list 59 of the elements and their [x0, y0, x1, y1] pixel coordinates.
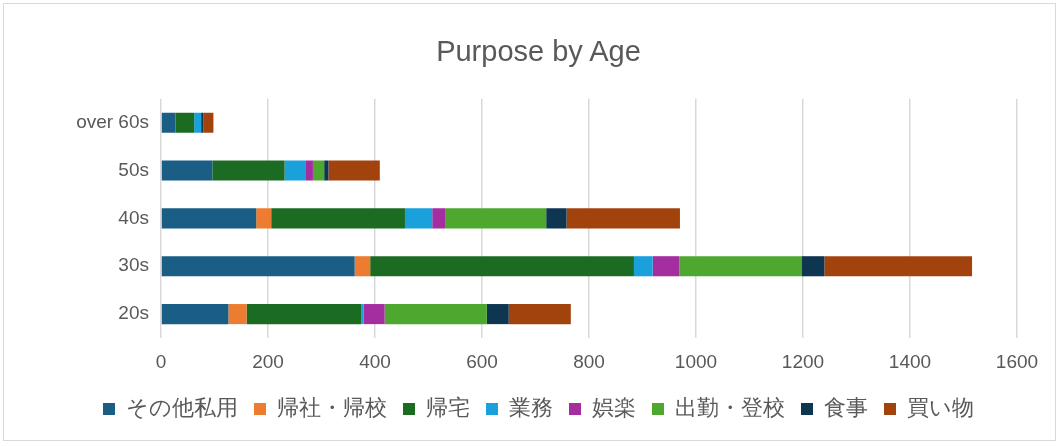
- bar: [201, 112, 204, 133]
- bar: [363, 304, 385, 325]
- x-tick-label: 800: [573, 350, 605, 372]
- bar: [175, 112, 195, 133]
- legend-label: 業務: [509, 395, 553, 421]
- bar: [508, 304, 571, 325]
- legend-label: 買い物: [907, 395, 974, 421]
- bar: [161, 112, 176, 133]
- bar: [161, 256, 355, 277]
- bar: [679, 256, 802, 277]
- x-tick-label: 1200: [781, 350, 825, 372]
- bar: [370, 256, 634, 277]
- x-tick-label: 1000: [674, 350, 718, 372]
- bar: [801, 256, 825, 277]
- bar: [271, 208, 405, 229]
- bar: [203, 112, 214, 133]
- bar: [445, 208, 547, 229]
- bar: [324, 160, 329, 181]
- bar: [212, 160, 285, 181]
- bar: [256, 208, 272, 229]
- bar: [361, 304, 364, 325]
- legend-label: 出勤・登校: [675, 395, 785, 421]
- bar: [633, 256, 653, 277]
- bar: [354, 256, 371, 277]
- bar: [228, 304, 247, 325]
- legend-label: その他私用: [126, 395, 238, 421]
- y-tick-label: 40s: [118, 206, 149, 228]
- bar: [824, 256, 973, 277]
- bar: [384, 304, 487, 325]
- bar: [312, 160, 325, 181]
- x-tick-label: 1400: [888, 350, 932, 372]
- legend-label: 食事: [824, 395, 868, 421]
- bar: [404, 208, 433, 229]
- bar: [161, 160, 213, 181]
- bar: [305, 160, 313, 181]
- x-tick-label: 0: [155, 350, 167, 372]
- bar: [328, 160, 380, 181]
- bar: [246, 304, 362, 325]
- x-tick-label: 1600: [995, 350, 1039, 372]
- bar: [546, 208, 567, 229]
- y-tick-label: 50s: [118, 158, 149, 180]
- bar: [432, 208, 446, 229]
- y-tick-label: 20s: [118, 302, 149, 324]
- bar: [161, 208, 257, 229]
- bar: [194, 112, 202, 133]
- legend-label: 帰宅: [426, 395, 470, 421]
- y-tick-label: over 60s: [76, 110, 149, 132]
- bar: [566, 208, 680, 229]
- legend-label: 帰社・帰校: [277, 395, 387, 421]
- bar: [486, 304, 509, 325]
- chart-title: Purpose by Age: [436, 35, 641, 68]
- bar: [284, 160, 306, 181]
- y-tick-label: 30s: [118, 254, 149, 276]
- x-tick-label: 200: [252, 350, 284, 372]
- legend-label: 娯楽: [592, 395, 636, 421]
- x-tick-label: 400: [359, 350, 391, 372]
- bar: [652, 256, 680, 277]
- x-tick-label: 600: [466, 350, 498, 372]
- bar: [161, 304, 229, 325]
